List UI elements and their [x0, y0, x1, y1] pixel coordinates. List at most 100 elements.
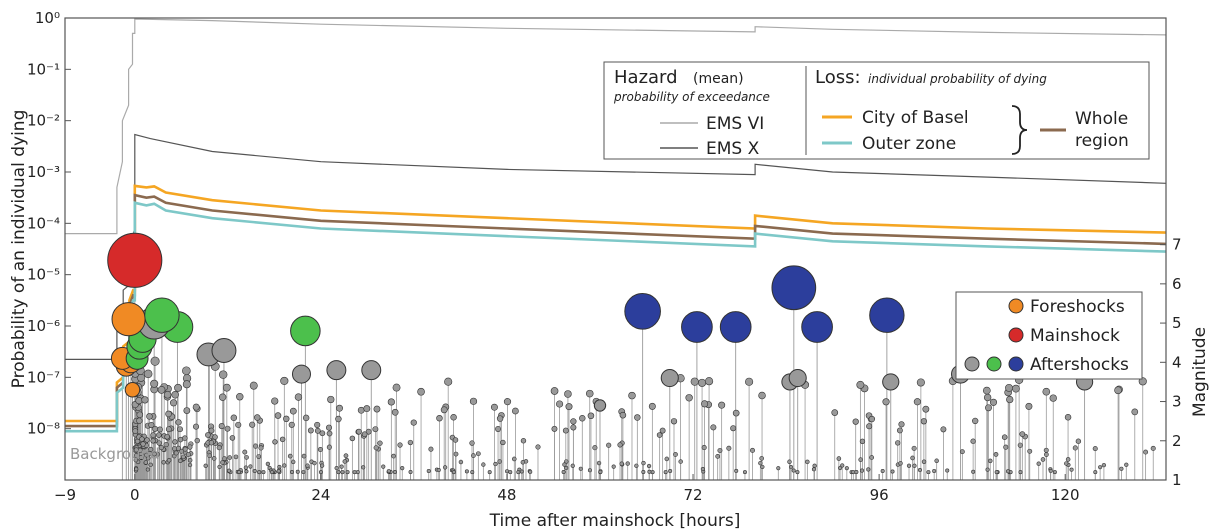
event-markers — [107, 232, 1094, 412]
aftershock-point — [319, 463, 325, 468]
aftershock-point — [236, 393, 244, 401]
aftershock-point — [156, 426, 163, 433]
aftershock-point — [312, 460, 317, 466]
aftershock-point — [910, 455, 915, 461]
aftershock-point — [898, 461, 903, 466]
aftershock-point — [701, 444, 707, 451]
aftershock-point — [280, 376, 289, 385]
aftershock-point — [917, 468, 923, 473]
aftershock-point — [211, 456, 217, 461]
legend-hazard-suffix: (mean) — [693, 71, 744, 87]
aftershock-point — [138, 455, 144, 460]
legend-hazard-title: Hazard — [614, 67, 678, 88]
aftershock-point — [1093, 470, 1098, 475]
aftershock-point — [556, 400, 564, 408]
aftershock-point — [133, 447, 139, 453]
aftershock-point — [1114, 386, 1122, 395]
aftershock-point — [243, 465, 248, 470]
aftershock-point — [192, 403, 200, 411]
aftershock-point — [625, 461, 630, 466]
aftershock-point — [508, 470, 513, 475]
aftershock-point — [812, 463, 817, 468]
aftershock-point — [528, 469, 533, 474]
aftershock-point — [391, 408, 399, 416]
legend-ems10-label: EMS X — [706, 139, 760, 159]
aftershock-point — [290, 459, 296, 465]
aftershock-point — [730, 425, 737, 432]
aftershock-point — [858, 457, 863, 462]
legend-lines: Hazard (mean) probability of exceedance … — [603, 61, 1150, 160]
aftershock-point — [252, 443, 259, 449]
aftershock-point — [373, 445, 379, 451]
probability-lines — [65, 18, 1167, 433]
aftershock-point — [685, 394, 693, 402]
aftershock_gray-marker — [291, 364, 311, 384]
aftershock-point — [1040, 457, 1046, 462]
aftershock-point — [361, 431, 368, 438]
aftershock-point — [911, 445, 917, 451]
aftershock-point — [564, 390, 572, 398]
y2-tick-label: 1 — [1172, 471, 1182, 489]
aftershock-point — [1027, 448, 1033, 454]
aftershock-point — [585, 389, 594, 398]
aftershock-point — [606, 442, 612, 448]
aftershock-point — [235, 421, 242, 428]
x-tick-label: 72 — [683, 486, 702, 504]
aftershock_gray-marker — [326, 360, 347, 381]
aftershock_green-marker — [290, 315, 321, 347]
aftershock-point — [339, 464, 344, 469]
aftershock-point — [141, 396, 149, 404]
aftershock-point — [587, 468, 592, 473]
aftershock-point — [970, 438, 976, 444]
aftershock-point — [745, 377, 754, 386]
aftershock-point — [512, 407, 519, 415]
x-tick-label: 0 — [130, 486, 140, 504]
aftershock-point — [227, 468, 232, 473]
aftershock-cloud — [130, 352, 1156, 475]
aftershock-point — [237, 470, 242, 475]
aftershock-point — [587, 412, 595, 420]
aftershock-point — [132, 428, 139, 434]
aftershock-point — [289, 407, 297, 415]
aftershock-point — [156, 440, 162, 446]
aftershock-point — [146, 413, 153, 420]
aftershock-point — [307, 427, 314, 434]
aftershock-point — [520, 438, 527, 444]
aftershock-point — [1098, 465, 1103, 470]
aftershock-point — [392, 469, 397, 474]
y-tick-label: 10⁻⁵ — [27, 266, 60, 284]
aftershock-point — [579, 415, 586, 422]
aftershock-point — [758, 391, 766, 400]
x-tick-label: −9 — [54, 486, 76, 504]
aftershock-point — [985, 467, 990, 472]
aftershock-point — [256, 454, 262, 459]
aftershock-point — [258, 445, 264, 451]
aftershock-point — [994, 470, 999, 475]
aftershock_blue-marker — [681, 311, 713, 343]
aftershock-point — [1005, 383, 1013, 392]
aftershock-point — [1003, 444, 1009, 450]
aftershock-point — [983, 393, 992, 402]
aftershock-point — [1048, 468, 1053, 473]
aftershock-point — [471, 453, 476, 458]
aftershock_blue-marker — [719, 311, 752, 343]
aftershock-point — [361, 465, 366, 470]
aftershock-point — [811, 467, 816, 472]
aftershock-point — [497, 459, 502, 464]
aftershock-point — [372, 426, 379, 433]
aftershock-point — [641, 460, 646, 466]
aftershock-point — [570, 418, 577, 425]
aftershock-point — [342, 459, 347, 464]
aftershock-point — [985, 404, 992, 412]
aftershock-point — [717, 448, 723, 454]
aftershock-point — [397, 442, 403, 448]
aftershock_gray-marker — [660, 368, 679, 388]
aftershock-point — [972, 417, 979, 425]
aftershock-point — [989, 398, 998, 406]
aftershock-point — [1131, 408, 1139, 416]
aftershock-point — [143, 460, 149, 465]
aftershock-point — [678, 459, 683, 464]
y-axis-label: Probability of an individual dying — [9, 110, 29, 389]
aftershock-point — [453, 451, 459, 457]
aftershock-point — [158, 445, 164, 451]
